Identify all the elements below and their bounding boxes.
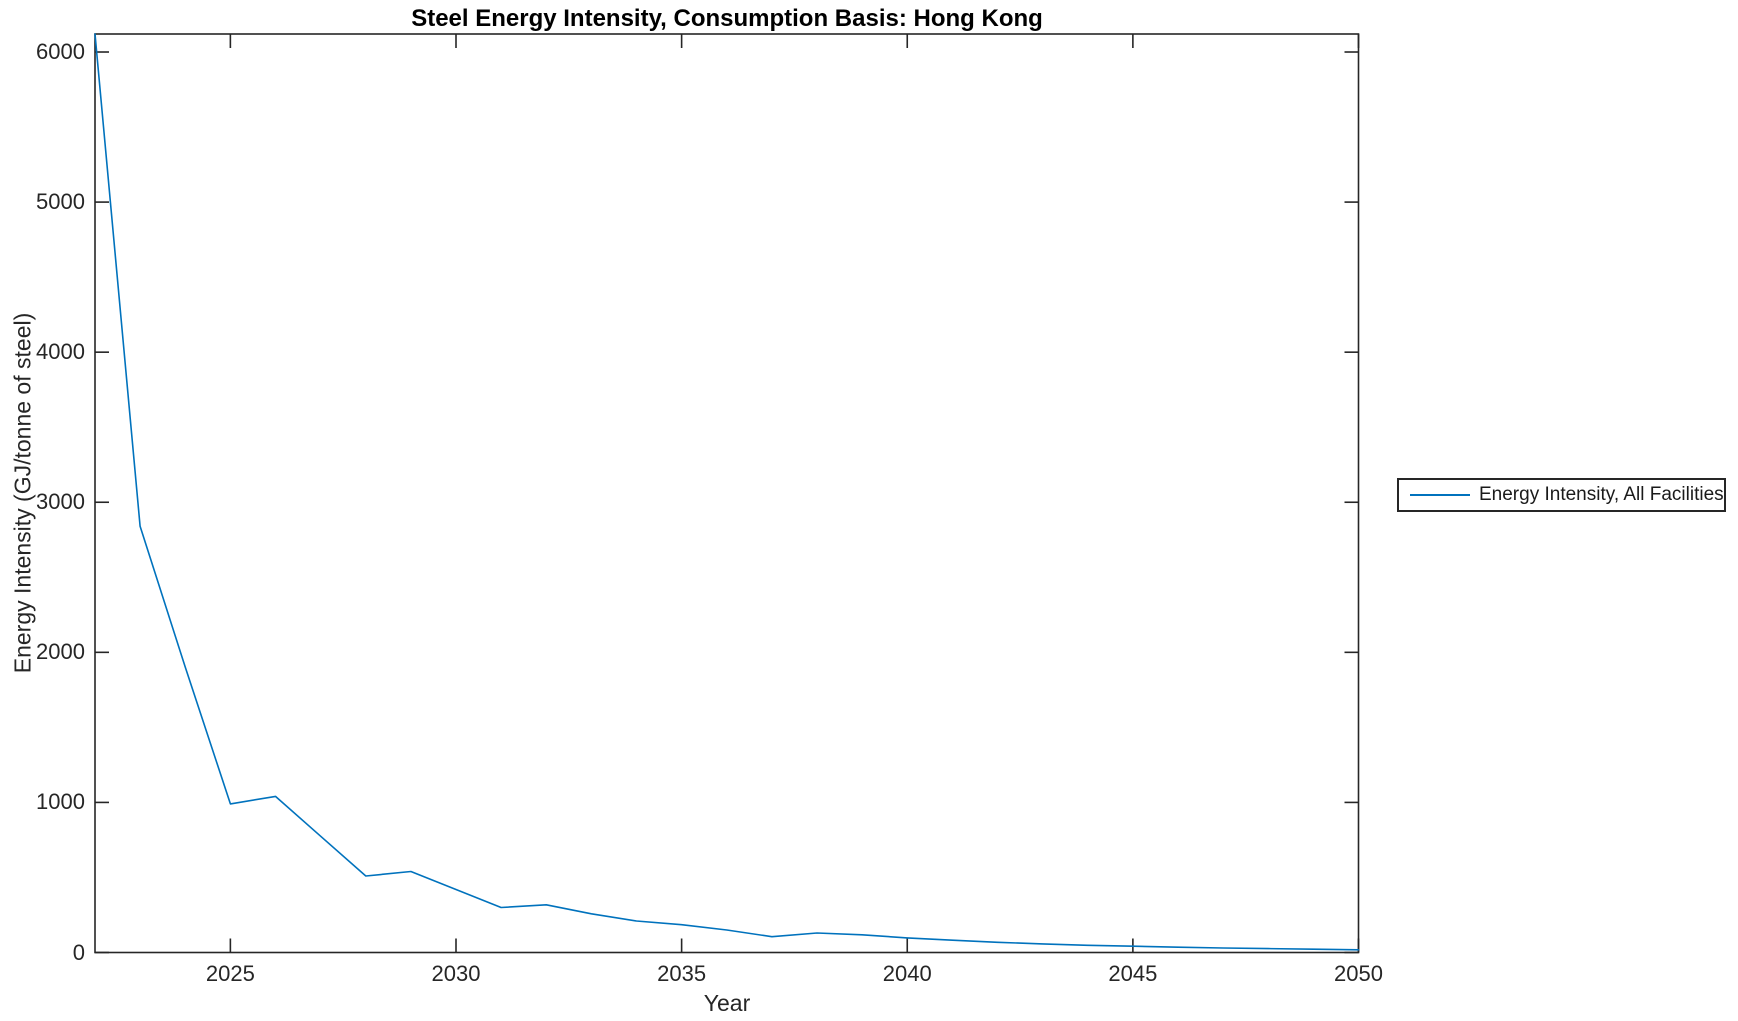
- y-tick-label: 5000: [36, 189, 85, 215]
- x-tick-label: 2030: [431, 961, 481, 986]
- legend: Energy Intensity, All Facilities: [1397, 478, 1726, 512]
- y-tick-label: 6000: [36, 39, 85, 64]
- legend-line-sample: [1410, 494, 1470, 496]
- y-axis-label: Energy Intensity (GJ/tonne of steel): [9, 312, 36, 674]
- y-tick-label: 3000: [36, 489, 85, 515]
- x-axis-label: Year: [703, 990, 751, 1016]
- data-line: [94, 33, 1360, 951]
- x-tick-label: 2050: [1334, 961, 1383, 986]
- x-tick-label: 2025: [205, 961, 255, 986]
- chart-title: Steel Energy Intensity, Consumption Basi…: [411, 5, 1043, 32]
- x-tick-label: 2035: [657, 961, 707, 986]
- x-tick-label: 2045: [1108, 961, 1158, 986]
- y-tick-label: 1000: [36, 789, 85, 815]
- y-tick-label: 0: [72, 939, 85, 965]
- y-tick-label: 4000: [36, 339, 85, 365]
- legend-label: Energy Intensity, All Facilities: [1479, 484, 1724, 505]
- x-tick-label: 2040: [882, 961, 932, 986]
- y-tick-label: 2000: [36, 639, 85, 665]
